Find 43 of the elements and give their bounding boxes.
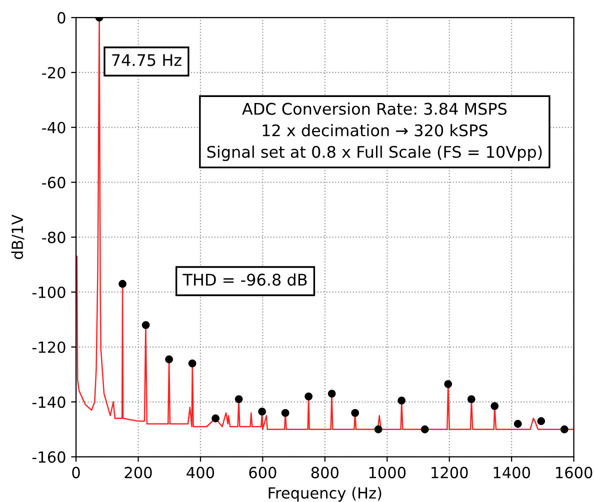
x-tick-label: 1400 [494, 466, 530, 478]
x-tick-label: 0 [72, 466, 80, 478]
point [444, 380, 452, 388]
point [118, 280, 126, 288]
x-tick-label: 600 [249, 466, 276, 478]
x-tick-label: 800 [311, 466, 338, 478]
x-axis-title: Frequency (Hz) [268, 486, 382, 502]
y-tick-label: -20 [42, 66, 66, 78]
y-tick-label: -80 [42, 232, 66, 244]
point [165, 355, 174, 364]
annotation: ADC Conversion Rate: 3.84 MSPS 12 x decimation → 320 kSPS Signal set at 0.8 x Full Scale (FS = 10Vpp) [207, 102, 542, 162]
point [490, 402, 499, 410]
y-tick-label: -120 [32, 341, 66, 354]
point [304, 392, 313, 400]
annotation: THD = -96.8 dB [182, 273, 307, 286]
point [514, 420, 522, 428]
point [560, 425, 568, 434]
y-tick-label: -140 [32, 396, 66, 408]
point [258, 408, 266, 416]
point [234, 395, 243, 404]
x-tick-label: 1600 [556, 466, 592, 478]
y-tick-label: -100 [32, 286, 66, 298]
y-tick-label: -160 [32, 451, 66, 463]
point [212, 414, 220, 422]
point [281, 408, 290, 417]
x-tick-label: 1000 [369, 466, 406, 478]
point [537, 417, 546, 426]
y-tick-label: -60 [42, 176, 66, 188]
y-axis-title: dB/1V [11, 214, 24, 260]
annotation: 74.75 Hz [112, 54, 182, 66]
point [420, 425, 429, 434]
point [188, 360, 196, 368]
point [351, 408, 360, 417]
y-tick-label: 0 [58, 12, 66, 24]
y-tick-label: -40 [42, 122, 66, 134]
point [328, 390, 336, 398]
x-tick-label: 400 [186, 466, 214, 478]
point [467, 395, 476, 404]
point [374, 425, 382, 434]
point [398, 396, 406, 404]
x-tick-label: 200 [124, 466, 152, 478]
x-tick-label: 1200 [432, 466, 468, 478]
point [142, 321, 150, 329]
